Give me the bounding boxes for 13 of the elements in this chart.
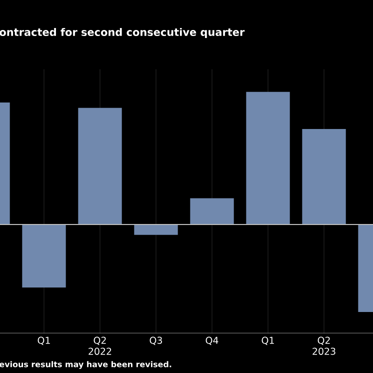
x-tick-label: Q1	[262, 336, 274, 345]
x-tick-label: Q1	[38, 336, 50, 345]
bar	[134, 224, 178, 235]
x-tick-label: Q3	[150, 336, 162, 345]
chart-title: ontracted for second consecutive quarter	[0, 28, 245, 38]
x-tick-label: Q4	[206, 336, 218, 345]
bar	[78, 108, 122, 225]
x-tick-label: Q2 2022	[88, 336, 112, 355]
bar	[302, 129, 346, 225]
bar	[246, 92, 290, 225]
x-tick-label: Q2 2023	[312, 336, 336, 355]
bar	[190, 198, 234, 225]
bar	[22, 224, 66, 288]
